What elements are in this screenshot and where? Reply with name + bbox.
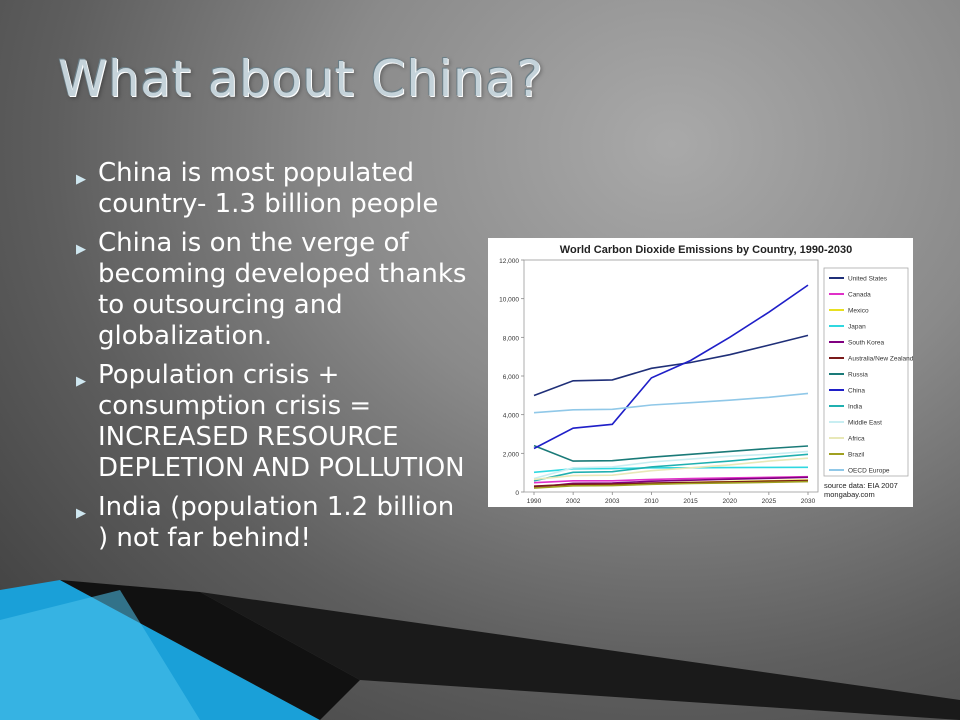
triangle-right-icon: ▶ (76, 506, 86, 521)
y-tick-label: 0 (515, 490, 519, 497)
x-tick-label: 2025 (762, 498, 777, 505)
x-tick-label: 2020 (722, 498, 737, 505)
legend-label: Canada (848, 292, 871, 299)
legend-label: China (848, 388, 865, 395)
series-line (533, 480, 809, 489)
x-tick-label: 2002 (566, 498, 581, 505)
legend-box (823, 267, 909, 477)
triangle-right-icon: ▶ (76, 242, 86, 257)
series-line (533, 392, 809, 414)
series-line (533, 475, 809, 484)
x-tick-label: 2010 (644, 498, 659, 505)
x-tick-label: 2030 (801, 498, 816, 505)
legend-label: United States (848, 276, 888, 283)
bullet-text: Population crisis + consumption crisis =… (98, 360, 465, 483)
legend-label: Mexico (848, 308, 869, 315)
series-line (533, 457, 809, 481)
y-tick-label: 8,000 (503, 335, 520, 342)
bullet-item: ▶ Population crisis + consumption crisis … (70, 360, 470, 484)
bullet-item: ▶ China is on the verge of becoming devel… (70, 228, 470, 352)
legend-label: Africa (848, 436, 865, 443)
y-tick-label: 12,000 (499, 258, 519, 265)
bullet-text: China is on the verge of becoming develo… (98, 228, 467, 351)
slide-title: What about China? (58, 50, 544, 108)
decorative-swoosh (0, 580, 960, 720)
legend-label: Japan (848, 324, 866, 331)
series-line (533, 284, 809, 450)
bullet-text: China is most populated country- 1.3 bil… (98, 158, 439, 219)
site-label: mongabay.com (824, 490, 875, 499)
triangle-right-icon: ▶ (76, 172, 86, 187)
triangle-right-icon: ▶ (76, 374, 86, 389)
series-line (533, 334, 809, 397)
decorative-swoosh-light (0, 590, 200, 720)
legend-label: India (848, 404, 862, 411)
series-line (533, 444, 809, 462)
bullet-item: ▶ India (population 1.2 billion ) not far… (70, 492, 470, 554)
series-line (533, 450, 809, 480)
bullet-item: ▶ China is most populated country- 1.3 bi… (70, 158, 470, 220)
bullet-list: ▶ China is most populated country- 1.3 bi… (70, 158, 470, 562)
legend-label: Russia (848, 372, 868, 379)
legend-label: Middle East (848, 420, 882, 427)
source-label: source data: EIA 2007 (824, 481, 898, 490)
legend-label: Brazil (848, 452, 865, 459)
legend-label: South Korea (848, 340, 885, 347)
x-tick-label: 2003 (605, 498, 620, 505)
legend-label: Australia/New Zealand (848, 356, 913, 363)
decorative-swoosh-band (200, 592, 960, 720)
y-tick-label: 4,000 (503, 413, 520, 420)
series-line (533, 466, 809, 474)
bullet-text: India (population 1.2 billion ) not far … (98, 492, 455, 553)
series-line (533, 479, 809, 487)
series-line (533, 476, 809, 489)
x-tick-label: 1990 (527, 498, 542, 505)
emissions-chart: World Carbon Dioxide Emissions by Countr… (488, 238, 913, 507)
legend-label: OECD Europe (848, 468, 890, 475)
x-tick-label: 2015 (683, 498, 698, 505)
chart-canvas: World Carbon Dioxide Emissions by Countr… (499, 244, 913, 505)
y-tick-label: 6,000 (503, 374, 520, 381)
y-tick-label: 2,000 (503, 451, 520, 458)
series-line (533, 453, 809, 482)
y-tick-label: 10,000 (499, 297, 519, 304)
chart-title: World Carbon Dioxide Emissions by Countr… (560, 244, 852, 256)
